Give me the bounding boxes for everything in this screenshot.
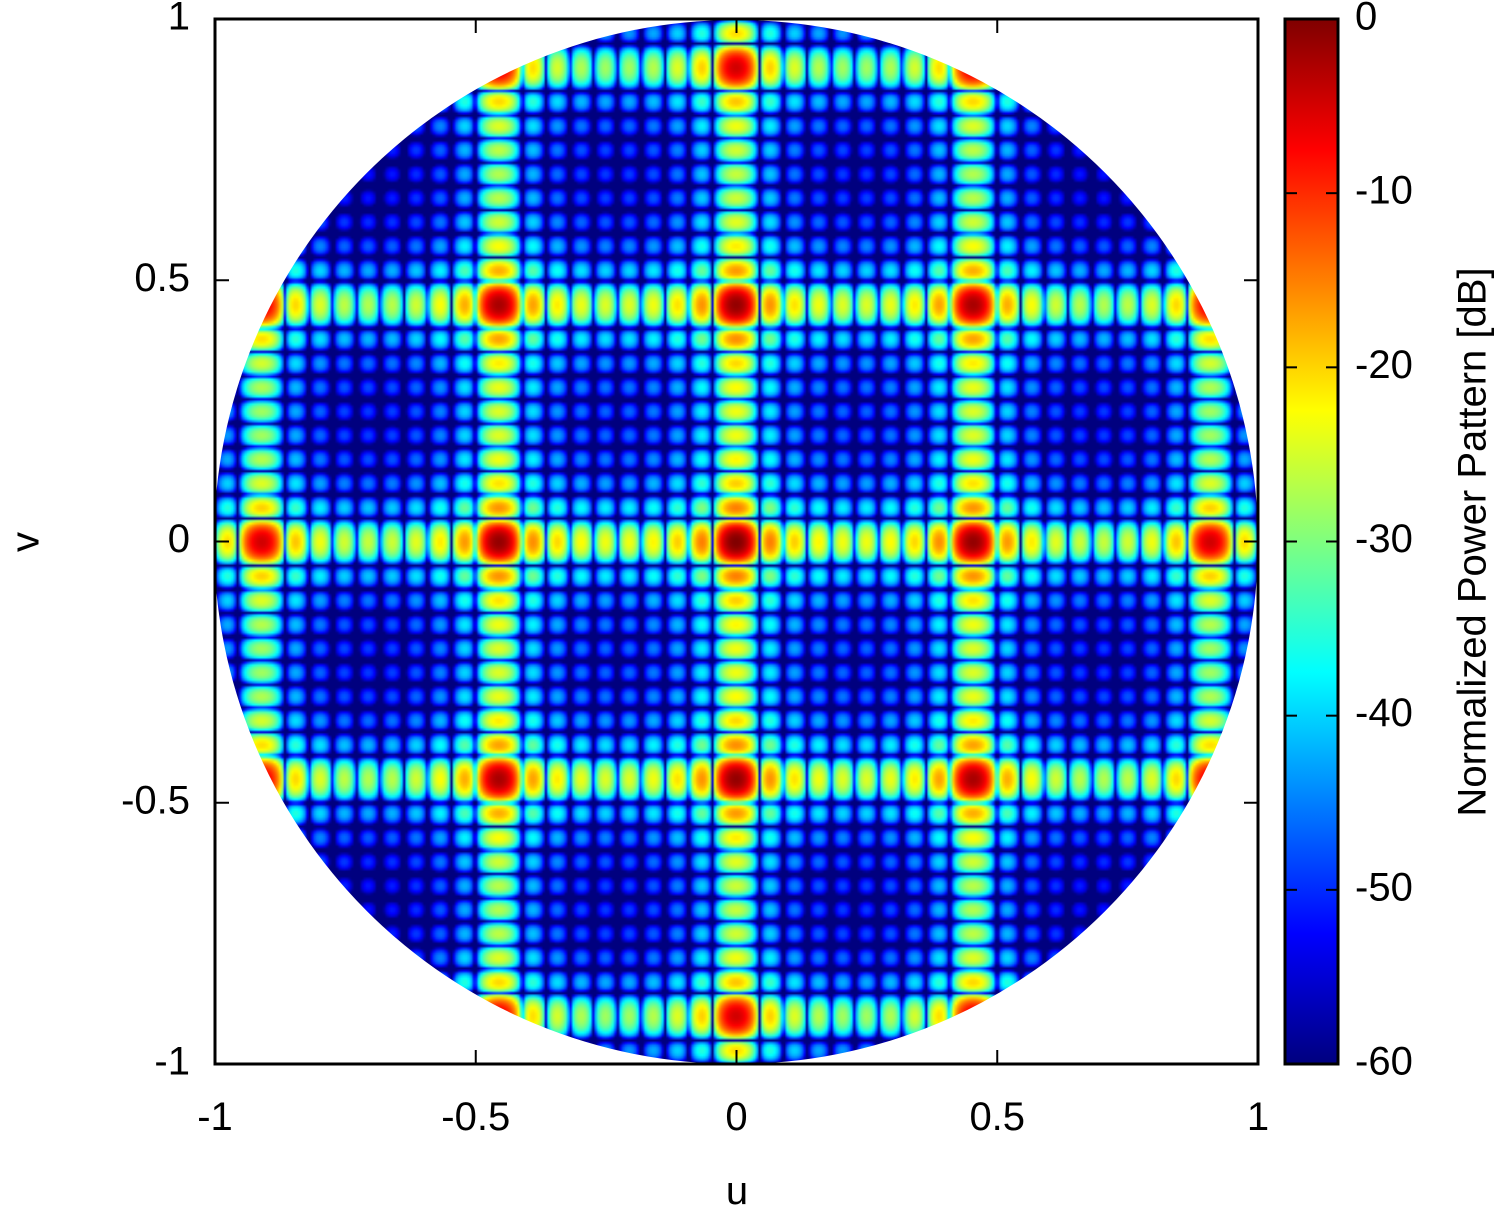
- colorbar-tick-label: 0: [1355, 0, 1377, 39]
- y-tick-label: 1: [168, 0, 190, 39]
- x-tick-label: -0.5: [441, 1095, 510, 1139]
- x-tick-label: 1: [1247, 1095, 1269, 1139]
- x-tick-label: 0: [725, 1095, 747, 1139]
- y-tick-label: -0.5: [121, 778, 190, 822]
- heatmap-disc: [214, 20, 1258, 1064]
- y-tick-label: -1: [154, 1040, 190, 1084]
- colorbar-tick-label: -30: [1355, 517, 1413, 561]
- colorbar-tick-label: -50: [1355, 865, 1413, 909]
- colorbar-tick-label: -60: [1355, 1040, 1413, 1084]
- colorbar-tick-label: -40: [1355, 691, 1413, 735]
- colorbar-ticks: 0 -10 -20 -30 -40 -50 -60: [1285, 0, 1413, 1084]
- colorbar-label: Normalized Power Pattern [dB]: [1451, 267, 1495, 816]
- y-axis-label: v: [4, 532, 48, 552]
- y-tick-label: 0: [168, 517, 190, 561]
- x-axis-ticks: -1 -0.5 0 0.5 1: [197, 19, 1269, 1139]
- y-axis-ticks: 1 0.5 0 -0.5 -1: [121, 0, 1258, 1084]
- x-tick-label: -1: [197, 1095, 233, 1139]
- x-axis-label: u: [726, 1169, 748, 1208]
- colorbar-tick-label: -10: [1355, 169, 1413, 213]
- heatmap-image: [214, 20, 1258, 1064]
- y-tick-label: 0.5: [134, 256, 190, 300]
- colorbar-tick-label: -20: [1355, 343, 1413, 387]
- x-tick-label: 0.5: [969, 1095, 1025, 1139]
